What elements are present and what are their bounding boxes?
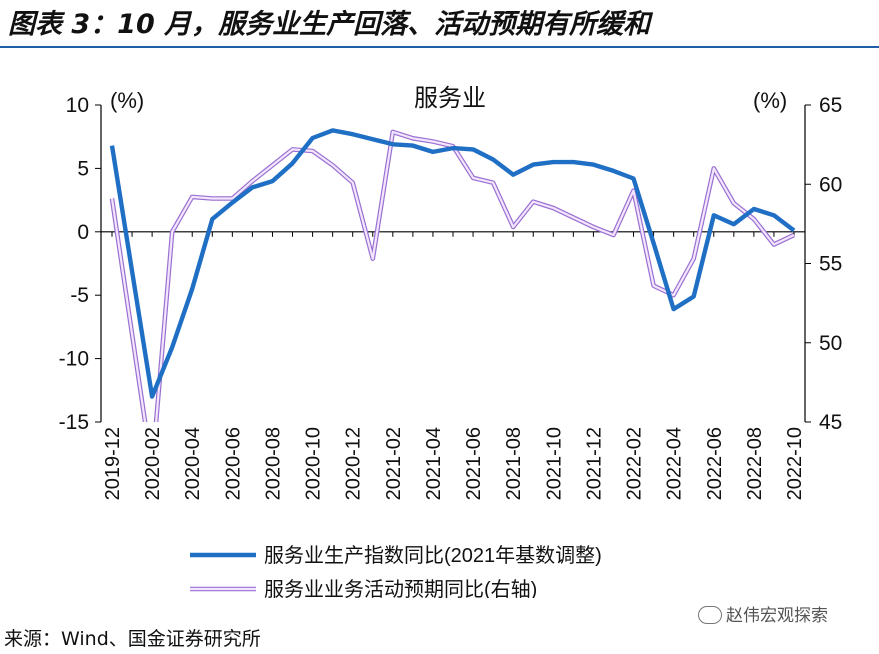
figure-title: 图表 3：10 月，服务业生产回落、活动预期有所缓和 — [8, 9, 651, 40]
title-rule — [0, 46, 879, 48]
chart-axes — [100, 105, 806, 422]
x-tick-label: 2022-06 — [704, 427, 726, 500]
x-tick-label: 2020-10 — [303, 427, 325, 500]
x-tick-label: 2020-08 — [262, 427, 284, 500]
left-tick-label: 10 — [66, 94, 89, 117]
x-tick-label: 2019-12 — [102, 427, 124, 500]
x-tick-label: 2022-02 — [624, 427, 646, 500]
chart-legend: 服务业生产指数同比(2021年基数调整) 服务业业务活动预期同比(右轴) — [190, 544, 602, 598]
right-tick-label: 55 — [819, 253, 842, 276]
series-line-production-index — [109, 128, 796, 399]
right-tick-label: 60 — [819, 173, 842, 196]
source-note: 来源：Wind、国金证券研究所 — [4, 628, 261, 650]
x-tick-label: 2021-06 — [463, 427, 485, 500]
x-tick-label: 2021-10 — [543, 427, 565, 500]
x-tick-label: 2021-12 — [583, 427, 605, 500]
chart-title: 服务业 — [414, 85, 486, 112]
right-axis-ticks: 65 60 55 50 45 — [805, 94, 842, 434]
legend-label: 服务业生产指数同比(2021年基数调整) — [264, 544, 602, 567]
x-axis-ticks: 2019-12 2020-02 2020-04 2020-06 2020-08 2020-… — [102, 231, 806, 500]
left-tick-label: 0 — [77, 221, 89, 244]
x-tick-label: 2022-04 — [664, 427, 686, 500]
x-tick-label: 2020-02 — [142, 427, 164, 500]
right-tick-label: 45 — [819, 411, 842, 434]
right-axis-unit: (%) — [753, 88, 787, 113]
legend-label: 服务业业务活动预期同比(右轴) — [264, 578, 537, 598]
x-tick-label: 2021-04 — [423, 427, 445, 500]
x-tick-label: 2022-08 — [744, 427, 766, 500]
right-tick-label: 50 — [819, 332, 842, 355]
series-lines — [109, 128, 796, 422]
wechat-icon — [698, 606, 722, 624]
x-tick-label: 2022-10 — [784, 427, 806, 500]
left-axis-ticks: 10 5 0 -5 -10 -15 — [59, 94, 101, 434]
left-tick-label: -15 — [59, 411, 89, 434]
x-tick-label: 2020-12 — [343, 427, 365, 500]
series-line-outline — [109, 129, 795, 422]
series-line-activity-expectation — [110, 130, 795, 422]
watermark-text: 赵伟宏观探索 — [726, 606, 828, 626]
left-axis-unit: (%) — [110, 88, 144, 113]
watermark: 赵伟宏观探索 — [698, 601, 828, 626]
x-tick-label: 2020-04 — [182, 427, 204, 500]
left-tick-label: -5 — [70, 284, 89, 307]
left-tick-label: 5 — [77, 157, 89, 180]
right-tick-label: 65 — [819, 94, 842, 117]
left-tick-label: -10 — [59, 348, 89, 371]
x-tick-label: 2020-06 — [222, 427, 244, 500]
x-tick-label: 2021-02 — [383, 427, 405, 500]
x-tick-label: 2021-08 — [503, 427, 525, 500]
